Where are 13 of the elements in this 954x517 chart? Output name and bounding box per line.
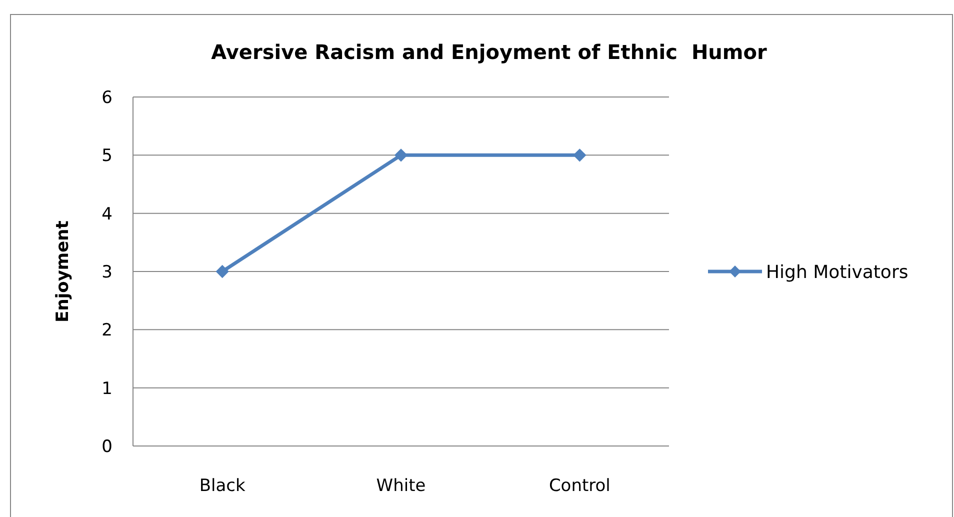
- y-tick-label: 2: [102, 320, 112, 341]
- y-tick-label: 3: [102, 262, 112, 282]
- y-axis-title: Enjoyment: [53, 220, 73, 322]
- x-tick-label: White: [376, 476, 426, 496]
- legend-label: High Motivators: [766, 262, 908, 283]
- y-tick-label: 6: [102, 88, 112, 108]
- x-tick-label: Control: [548, 476, 610, 496]
- x-tick-label: Black: [199, 476, 246, 496]
- y-tick-label: 0: [102, 436, 112, 457]
- y-tick-label: 4: [102, 204, 112, 224]
- chart-title: Aversive Racism and Enjoyment of Ethnic Humor: [211, 40, 768, 64]
- y-tick-label: 1: [102, 378, 112, 399]
- y-tick-label: 5: [102, 146, 112, 166]
